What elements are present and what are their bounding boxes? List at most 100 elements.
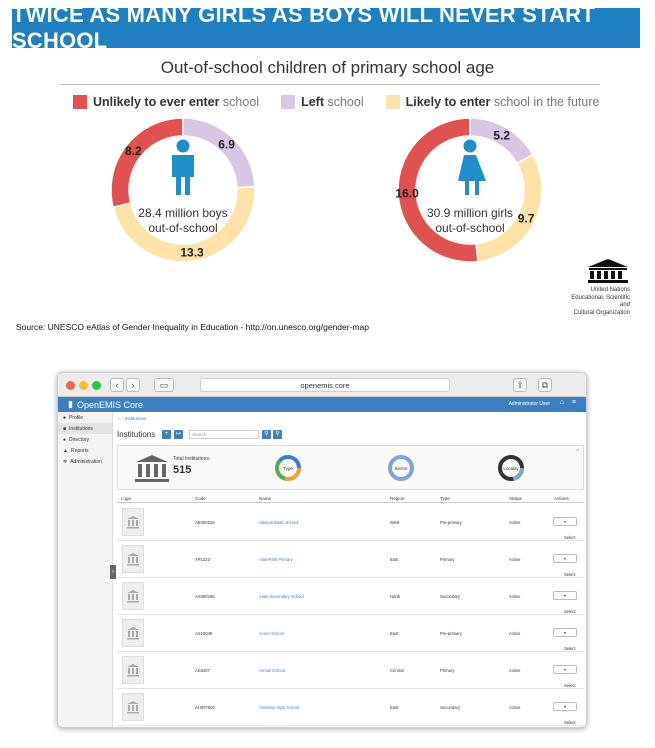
- cell-type: Secondary: [440, 705, 461, 710]
- add-button[interactable]: +: [162, 430, 171, 439]
- tabs-icon[interactable]: ⧉: [538, 378, 552, 392]
- url-bar[interactable]: openemis.core: [200, 378, 450, 392]
- legend-label: Left: [301, 95, 324, 109]
- cell-status: Active: [509, 594, 521, 599]
- slice-value-label: 16.0: [395, 187, 419, 201]
- cell-region: West: [390, 520, 400, 525]
- legend-label-suffix: school: [219, 95, 260, 109]
- select-label: Select: [563, 683, 576, 688]
- donut-slice: [182, 117, 256, 189]
- forward-icon[interactable]: ›: [126, 378, 140, 392]
- table-row: AB000226 Abacus Basic School West Pre-prima…: [117, 504, 584, 541]
- col-type: Type: [440, 496, 450, 501]
- close-dot[interactable]: [66, 381, 75, 390]
- collapse-sidebar-icon[interactable]: ›: [110, 565, 116, 579]
- donut-center-subtitle: out-of-school: [435, 221, 504, 235]
- close-icon[interactable]: ×: [576, 448, 579, 454]
- table-row: AS10049 Acore School East Pre-primary Active…: [117, 615, 584, 652]
- legend-swatch: [385, 95, 400, 109]
- share-icon[interactable]: ⇪: [513, 378, 527, 392]
- maximize-dot[interactable]: [92, 381, 101, 390]
- table-header: Logo Code Name Region Type Status Action…: [117, 493, 584, 503]
- unesco-line1: United Nations: [590, 287, 630, 293]
- cell-status: Active: [509, 557, 521, 562]
- cell-code: AS6457: [195, 668, 210, 673]
- legend-swatch: [73, 95, 87, 109]
- cell-name-link[interactable]: AlamPath Primary: [259, 557, 293, 562]
- slice-value-label: 6.9: [218, 137, 235, 151]
- cell-code: AS000268: [195, 594, 215, 599]
- chart-subtitle: Out-of-school children of primary school…: [160, 58, 495, 77]
- browser-toolbar: ‹ › ▭ openemis.core ⇪ ⧉: [58, 373, 586, 397]
- legend-label: Likely to enter: [405, 95, 491, 109]
- cell-name-link[interactable]: Abacus Basic School: [259, 520, 299, 525]
- select-action-button[interactable]: Select ▾: [553, 665, 577, 688]
- select-action-button[interactable]: Select ▾: [553, 591, 577, 614]
- legend-item-left: Left school: [281, 95, 364, 109]
- cell-region: Central: [390, 668, 404, 673]
- sidebar-item-administration[interactable]: ✲ Administration: [58, 456, 112, 467]
- sidebar-toggle-icon[interactable]: ▭: [154, 378, 174, 392]
- cell-status: Active: [509, 631, 521, 636]
- col-name[interactable]: Name: [259, 496, 272, 501]
- building-icon: ■: [63, 425, 67, 432]
- total-value: 515: [173, 464, 192, 476]
- cell-name-link[interactable]: Armali School: [259, 668, 285, 673]
- cell-name-link[interactable]: Andrews High School: [259, 705, 300, 710]
- cell-status: Active: [509, 705, 521, 710]
- minimize-dot[interactable]: [79, 381, 88, 390]
- cell-name-link[interactable]: Alato Secondary School: [259, 594, 304, 599]
- sidebar-item-directory[interactable]: ● Directory: [58, 434, 112, 445]
- import-button[interactable]: ↦: [174, 430, 183, 439]
- col-logo: Logo: [121, 496, 132, 501]
- cell-region: East: [390, 557, 399, 562]
- people-icon: ●: [63, 436, 67, 443]
- app-header: ▮ OpenEMIS Core Administrator User ⌂ ≡: [58, 397, 586, 412]
- legend-label: Unlikely to ever enter: [93, 95, 220, 109]
- sidebar-item-institutions[interactable]: ■ Institutions: [58, 423, 112, 434]
- legend-swatch: [281, 95, 296, 109]
- school-logo-icon: [122, 693, 144, 721]
- user-name[interactable]: Administrator User: [508, 401, 550, 407]
- select-action-button[interactable]: Select ▾: [553, 628, 577, 651]
- select-label: Select: [563, 535, 576, 540]
- select-action-button[interactable]: Select ▾: [553, 702, 577, 725]
- home-icon[interactable]: ⌂: [559, 399, 564, 406]
- select-action-button[interactable]: Select ▾: [553, 517, 577, 540]
- sidebar-item-profile[interactable]: ● Profile: [58, 412, 112, 423]
- back-icon[interactable]: ‹: [110, 378, 124, 392]
- select-action-button[interactable]: Select ▾: [553, 554, 577, 577]
- unesco-logo: United Nations Educational, Scientific a…: [566, 258, 630, 317]
- sidebar-item-reports[interactable]: ▲ Reports: [58, 445, 112, 456]
- unesco-line3: Cultural Organization: [573, 309, 630, 316]
- slice-value-label: 13.3: [180, 245, 204, 259]
- donut-slice: [112, 186, 256, 263]
- legend-item-likely: Likely to enter school in the future: [385, 95, 599, 109]
- total-institutions: Total Institutions: 515: [173, 456, 210, 476]
- menu-icon[interactable]: ≡: [571, 399, 576, 406]
- cell-code: AP1223: [195, 557, 210, 562]
- cell-code: AS10049: [195, 631, 213, 636]
- search-icon[interactable]: ⚲: [262, 430, 271, 439]
- table-row: AH007800 Andrews High School East Secondary…: [117, 689, 584, 726]
- donut-charts: 8.2 6.913.328.4 million boysout-of-school…: [110, 117, 543, 263]
- breadcrumb-item[interactable]: Institutions: [124, 416, 147, 421]
- girl-figure-icon: [458, 139, 486, 195]
- sidebar-item-label: Institutions: [69, 425, 93, 432]
- stat-label-locality: Locality: [503, 466, 519, 471]
- col-region: Region: [390, 496, 405, 501]
- table-row: AS000268 Alato Secondary School North Secon…: [117, 578, 584, 615]
- table-row: AP1223 AlamPath Primary East Primary Active S…: [117, 541, 584, 578]
- app-name: OpenEMIS Core: [76, 399, 143, 410]
- cell-name-link[interactable]: Acore School: [259, 631, 284, 636]
- cell-code: AH007800: [195, 705, 215, 710]
- cell-type: Secondary: [440, 594, 461, 599]
- search-input[interactable]: Search: [189, 430, 259, 439]
- col-code[interactable]: Code: [195, 496, 206, 501]
- gear-icon: ✲: [63, 458, 68, 465]
- sidebar-item-label: Directory: [69, 436, 90, 443]
- donut-center-title: 30.9 million girls: [427, 206, 513, 220]
- breadcrumb[interactable]: ⌂ › Institutions: [118, 416, 147, 421]
- advanced-search-icon[interactable]: ⚲: [273, 430, 282, 439]
- openemis-logo-icon: ▮: [68, 399, 73, 409]
